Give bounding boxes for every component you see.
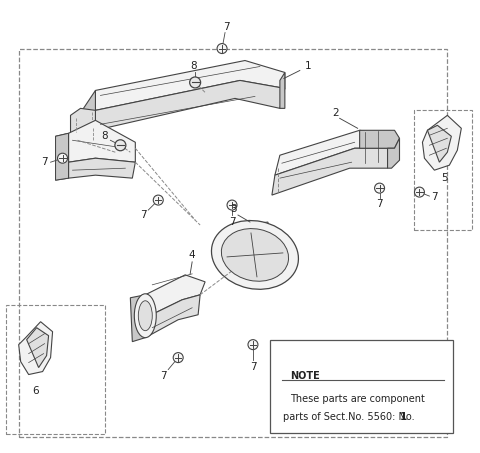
- Text: 8: 8: [101, 131, 108, 141]
- Text: 1: 1: [304, 62, 311, 72]
- Polygon shape: [96, 61, 285, 111]
- Polygon shape: [145, 295, 200, 337]
- Text: 3: 3: [230, 204, 236, 214]
- Bar: [414, 111, 472, 230]
- Polygon shape: [69, 158, 135, 178]
- Circle shape: [173, 352, 183, 362]
- Polygon shape: [275, 130, 395, 175]
- Bar: [6, 305, 106, 434]
- Circle shape: [153, 195, 163, 205]
- Text: 7: 7: [223, 22, 229, 32]
- Text: 7: 7: [250, 361, 256, 371]
- Polygon shape: [71, 108, 96, 140]
- Text: 7: 7: [431, 192, 438, 202]
- Text: These parts are component: These parts are component: [290, 395, 425, 405]
- Polygon shape: [75, 91, 96, 140]
- Polygon shape: [69, 120, 135, 162]
- Ellipse shape: [138, 301, 152, 331]
- Polygon shape: [422, 116, 461, 170]
- Circle shape: [227, 200, 237, 210]
- Polygon shape: [96, 81, 285, 130]
- Text: 5: 5: [441, 173, 448, 183]
- Text: parts of Sect.No. 5560: No.: parts of Sect.No. 5560: No.: [283, 412, 418, 422]
- Text: 4: 4: [189, 250, 195, 260]
- Circle shape: [115, 140, 126, 151]
- Text: 8: 8: [190, 62, 196, 72]
- Polygon shape: [145, 275, 205, 318]
- Text: 1: 1: [399, 412, 407, 422]
- Polygon shape: [131, 295, 145, 342]
- Bar: [19, 48, 447, 437]
- Text: 7: 7: [41, 157, 48, 167]
- Polygon shape: [19, 322, 53, 375]
- Polygon shape: [272, 148, 390, 195]
- Text: 7: 7: [228, 217, 235, 227]
- Circle shape: [414, 187, 424, 197]
- Circle shape: [190, 77, 201, 88]
- Polygon shape: [243, 222, 271, 241]
- Text: 7: 7: [160, 371, 167, 381]
- Text: 2: 2: [332, 108, 339, 118]
- FancyBboxPatch shape: [270, 340, 453, 434]
- Text: 6: 6: [32, 386, 39, 396]
- Ellipse shape: [221, 229, 288, 281]
- Polygon shape: [360, 130, 399, 148]
- Circle shape: [248, 340, 258, 350]
- Text: NOTE: NOTE: [290, 371, 320, 381]
- Polygon shape: [56, 133, 69, 180]
- Text: 7: 7: [140, 210, 146, 220]
- Ellipse shape: [212, 221, 299, 289]
- Polygon shape: [427, 125, 451, 162]
- Polygon shape: [387, 138, 399, 168]
- Polygon shape: [56, 133, 69, 180]
- Circle shape: [217, 43, 227, 53]
- Text: 7: 7: [376, 199, 383, 209]
- Polygon shape: [280, 72, 285, 108]
- Polygon shape: [27, 328, 48, 367]
- Ellipse shape: [134, 294, 156, 337]
- Circle shape: [374, 183, 384, 193]
- Circle shape: [58, 153, 68, 163]
